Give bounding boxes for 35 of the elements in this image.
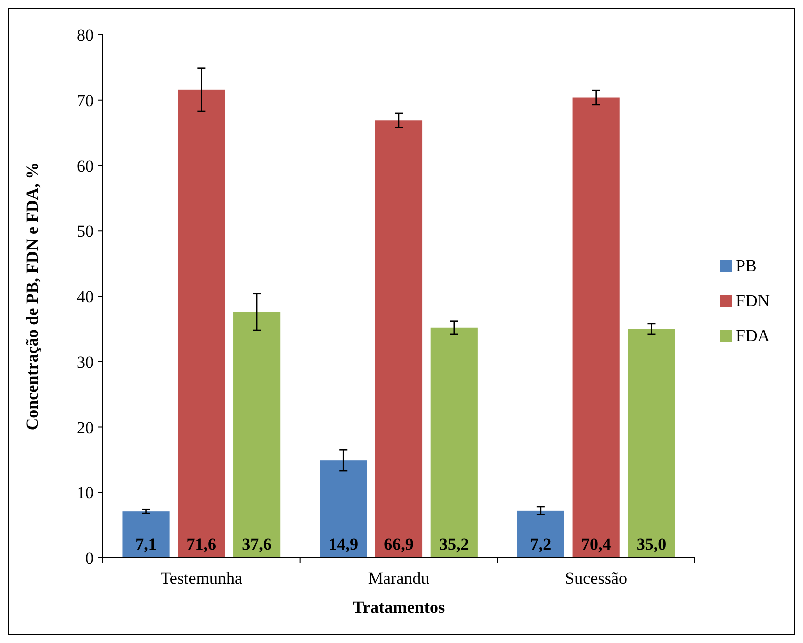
bar [572,98,620,558]
y-tick-label: 10 [77,484,94,503]
data-label: 14,9 [328,535,358,554]
data-label: 35,2 [440,535,470,554]
bar [430,328,478,558]
y-tick-label: 40 [77,288,94,306]
legend-label: PB [736,256,757,276]
data-label: 70,4 [581,535,612,554]
x-tick-label: Sucessão [565,569,628,588]
bar [320,460,368,558]
y-tick-label: 80 [77,26,94,45]
x-axis-title: Tratamentos [352,598,446,617]
y-tick-label: 0 [86,549,94,568]
data-label: 37,6 [242,535,272,554]
y-axis-title: Concentração de PB, FDN e FDA, % [23,162,42,431]
y-tick-label: 50 [77,222,94,242]
bar [628,329,676,558]
x-tick-label: Testemunha [160,569,244,588]
data-label: 35,0 [636,535,667,554]
bar [517,510,564,558]
data-label: 7,2 [530,535,552,554]
legend-label: FDA [736,326,771,346]
y-tick-label: 70 [77,91,94,110]
y-tick-label: 60 [77,156,94,176]
y-tick-label: 30 [77,352,94,372]
data-label: 7,1 [136,535,157,554]
bar [122,512,170,558]
bar [234,312,281,558]
x-tick-label: Marandu [368,569,430,588]
y-tick-label: 20 [77,418,94,438]
data-label: 71,6 [186,535,217,554]
legend-label: FDN [736,292,770,310]
bar [375,120,423,558]
bar [178,90,226,558]
data-label: 66,9 [384,535,414,554]
